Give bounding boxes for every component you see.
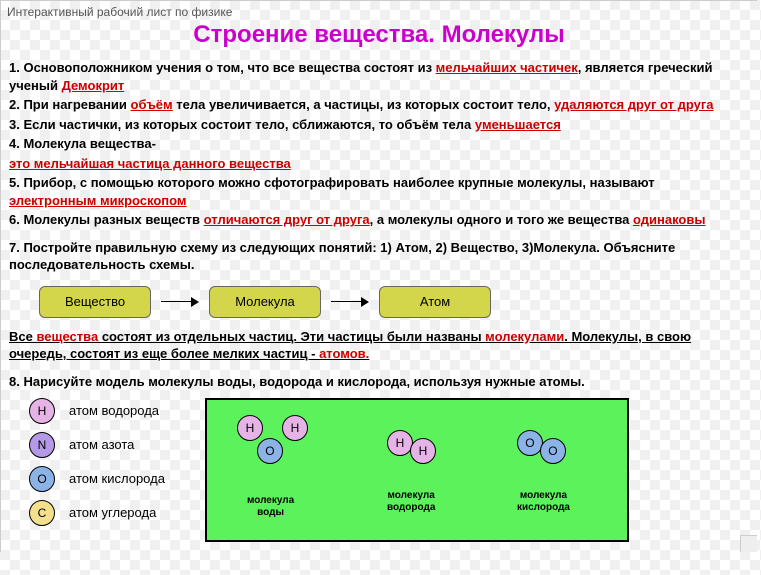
answer-text: удаляются друг от друга <box>554 97 713 112</box>
task8-row: H атом водорода N атом азота O атом кисл… <box>9 398 749 542</box>
text: 5. Прибор, с помощью которого можно сфот… <box>9 175 655 190</box>
text: 6. Молекулы разных веществ <box>9 212 204 227</box>
water-o[interactable]: O <box>257 438 283 464</box>
atom-n-icon[interactable]: N <box>29 432 55 458</box>
line-6: 6. Молекулы разных веществ отличаются др… <box>9 211 749 229</box>
worksheet-header: Интерактивный рабочий лист по физике <box>1 5 757 19</box>
arrow-icon <box>161 297 199 307</box>
legend-item-c: C атом углерода <box>29 500 165 526</box>
scroll-corner-icon <box>740 535 757 552</box>
legend-label: атом углерода <box>69 504 156 522</box>
text: 2. При нагревании <box>9 97 131 112</box>
answer-text: Демокрит <box>62 78 125 93</box>
line-3: 3. Если частички, из которых состоит тел… <box>9 116 749 134</box>
answer-text: молекулами <box>485 329 564 344</box>
worksheet-frame: Интерактивный рабочий лист по физике Стр… <box>0 0 757 552</box>
worksheet-body: 1. Основоположником учения о том, что вс… <box>1 59 757 542</box>
scheme-diagram: Вещество Молекула Атом <box>39 286 749 318</box>
arrow-icon <box>331 297 369 307</box>
atom-h-icon[interactable]: H <box>29 398 55 424</box>
water-h1[interactable]: H <box>237 415 263 441</box>
atom-o-icon[interactable]: O <box>29 466 55 492</box>
text: , а молекулы одного и того же вещества <box>370 212 633 227</box>
legend-label: атом азота <box>69 436 134 454</box>
atom-c-icon[interactable]: C <box>29 500 55 526</box>
molecule-canvas[interactable]: H H O молекулаводы H H молекулаводорода … <box>205 398 629 542</box>
text: 3. Если частички, из которых состоит тел… <box>9 117 475 132</box>
scheme-box-atom[interactable]: Атом <box>379 286 491 318</box>
answer-text: мельчайших частичек <box>436 60 578 75</box>
line-8: 8. Нарисуйте модель молекулы воды, водор… <box>9 373 749 391</box>
answer-text: атомов. <box>319 346 369 361</box>
text: Все <box>9 329 36 344</box>
text: состоят из отдельных частиц. Эти частицы… <box>102 329 485 344</box>
line-1: 1. Основоположником учения о том, что вс… <box>9 59 749 94</box>
oxygen-o1[interactable]: O <box>517 430 543 456</box>
line-4a: 4. Молекула вещества- <box>9 135 749 153</box>
hydrogen-h1[interactable]: H <box>387 430 413 456</box>
oxygen-label: молекулакислорода <box>517 490 570 514</box>
hydrogen-h2[interactable]: H <box>410 438 436 464</box>
line-5: 5. Прибор, с помощью которого можно сфот… <box>9 174 749 209</box>
answer-text: вещества <box>36 329 101 344</box>
worksheet-title: Строение вещества. Молекулы <box>1 21 757 49</box>
water-label: молекулаводы <box>247 495 294 519</box>
answer-text: объём <box>131 97 173 112</box>
legend-item-o: O атом кислорода <box>29 466 165 492</box>
answer-text: уменьшается <box>475 117 561 132</box>
line-4b: это мельчайшая частица данного вещества <box>9 155 749 173</box>
legend-item-n: N атом азота <box>29 432 165 458</box>
scheme-box-substance[interactable]: Вещество <box>39 286 151 318</box>
atom-legend: H атом водорода N атом азота O атом кисл… <box>9 398 165 526</box>
scheme-box-molecule[interactable]: Молекула <box>209 286 321 318</box>
text: 1. Основоположником учения о том, что вс… <box>9 60 436 75</box>
oxygen-o2[interactable]: O <box>540 438 566 464</box>
legend-item-h: H атом водорода <box>29 398 165 424</box>
legend-label: атом кислорода <box>69 470 165 488</box>
line-2: 2. При нагревании объём тела увеличивает… <box>9 96 749 114</box>
answer-text: электронным микроскопом <box>9 193 187 208</box>
line-7: 7. Постройте правильную схему из следующ… <box>9 239 749 274</box>
answer-text: отличаются друг от друга <box>204 212 370 227</box>
water-h2[interactable]: H <box>282 415 308 441</box>
answer-text: одинаковы <box>633 212 705 227</box>
text: тела увеличивается, а частицы, из которы… <box>173 97 554 112</box>
legend-label: атом водорода <box>69 402 159 420</box>
explain-line: Все вещества состоят из отдельных частиц… <box>9 328 749 363</box>
hydrogen-label: молекулаводорода <box>387 490 435 514</box>
